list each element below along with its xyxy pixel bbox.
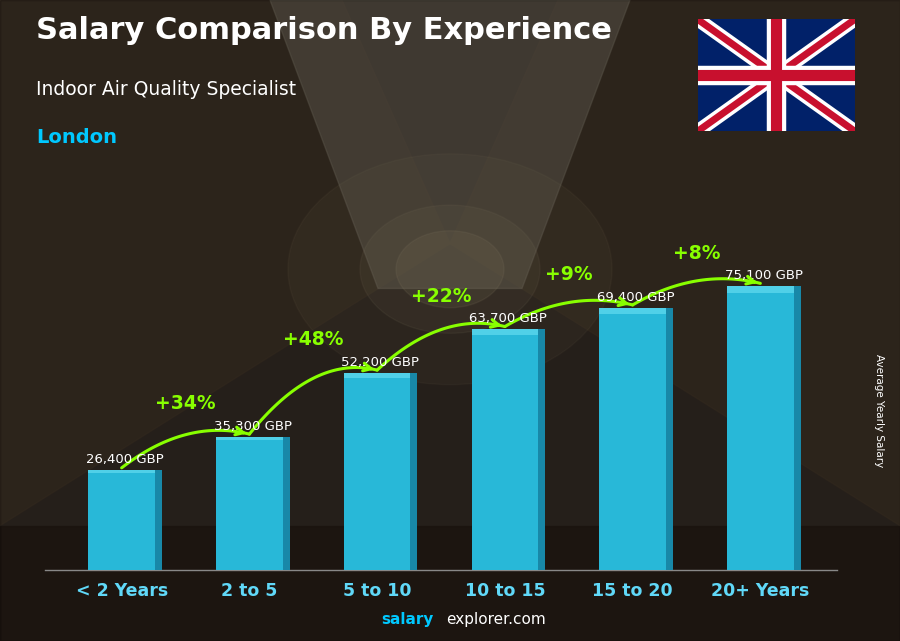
Text: +22%: +22% <box>410 287 472 306</box>
Bar <box>472 329 538 570</box>
Text: 35,300 GBP: 35,300 GBP <box>213 420 292 433</box>
Bar <box>538 329 545 570</box>
Bar <box>155 470 162 570</box>
Bar <box>794 286 801 570</box>
Text: 63,700 GBP: 63,700 GBP <box>469 312 547 325</box>
Bar <box>599 308 666 570</box>
Bar <box>344 373 410 570</box>
Circle shape <box>288 154 612 385</box>
Bar <box>88 470 155 570</box>
Bar <box>344 373 410 378</box>
Bar <box>472 329 538 335</box>
Polygon shape <box>0 526 900 641</box>
Bar <box>727 286 794 293</box>
Bar <box>666 308 673 570</box>
Text: 52,200 GBP: 52,200 GBP <box>341 356 419 369</box>
Text: explorer.com: explorer.com <box>446 612 546 627</box>
Bar <box>216 437 283 440</box>
Bar <box>410 373 418 570</box>
Text: +48%: +48% <box>283 331 344 349</box>
Circle shape <box>360 205 540 333</box>
Polygon shape <box>0 0 450 526</box>
Text: +8%: +8% <box>672 244 720 263</box>
Bar <box>283 437 290 570</box>
Text: salary: salary <box>382 612 434 627</box>
Text: 26,400 GBP: 26,400 GBP <box>86 453 164 467</box>
Polygon shape <box>450 0 900 526</box>
Bar <box>216 437 283 570</box>
Text: +34%: +34% <box>155 394 216 413</box>
Bar <box>727 286 794 570</box>
Text: Indoor Air Quality Specialist: Indoor Air Quality Specialist <box>36 80 296 99</box>
Text: +9%: +9% <box>544 265 592 285</box>
Bar <box>88 470 155 473</box>
Text: 75,100 GBP: 75,100 GBP <box>724 269 803 282</box>
Polygon shape <box>270 0 630 288</box>
Text: Average Yearly Salary: Average Yearly Salary <box>874 354 884 467</box>
Text: 69,400 GBP: 69,400 GBP <box>597 290 674 304</box>
Text: Salary Comparison By Experience: Salary Comparison By Experience <box>36 16 612 45</box>
Bar <box>599 308 666 314</box>
Circle shape <box>396 231 504 308</box>
Text: London: London <box>36 128 117 147</box>
